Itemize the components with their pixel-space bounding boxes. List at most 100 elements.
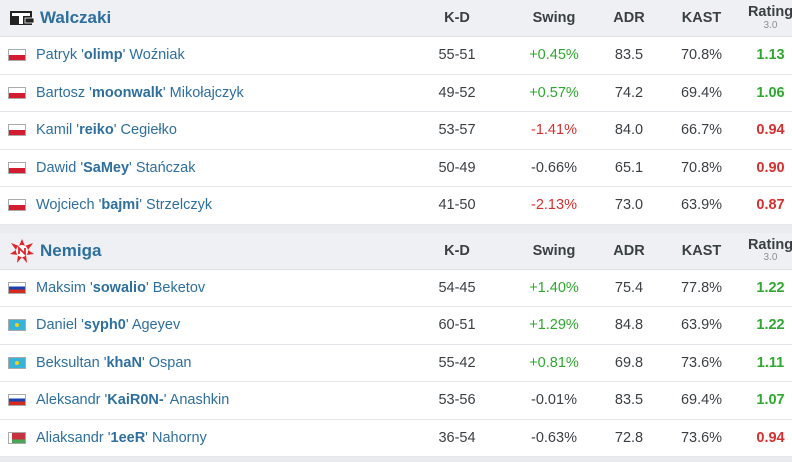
kast-value: 73.6% xyxy=(680,429,723,446)
rating-value: 1.13 xyxy=(756,47,785,64)
player-nickname: khaN xyxy=(106,354,142,371)
kast-value: 77.8% xyxy=(680,279,723,296)
col-kast-header[interactable]: KAST xyxy=(681,10,722,26)
kast-value: 70.8% xyxy=(680,47,723,64)
player-row: Maksim 'sowalio' Beketov 54-45 +1.40% 75… xyxy=(0,270,792,307)
swing-value: +1.29% xyxy=(529,317,579,334)
adr-value: 84.8 xyxy=(614,317,644,334)
swing-value: -0.66% xyxy=(531,159,577,176)
swing-value: -1.41% xyxy=(531,122,577,139)
player-name-link[interactable]: Kamil 'reiko' Cegiełko xyxy=(36,122,177,139)
adr-value: 83.5 xyxy=(614,47,644,64)
adr-value: 83.5 xyxy=(614,392,644,409)
nemiga-logo-icon xyxy=(8,237,36,265)
col-kd-header[interactable]: K-D xyxy=(444,242,470,259)
flag-pl-icon xyxy=(8,49,26,62)
adr-value: 65.1 xyxy=(614,159,644,176)
flag-pl-icon xyxy=(8,124,26,137)
rating-value: 0.87 xyxy=(756,197,785,214)
player-nickname: olimp xyxy=(83,47,123,64)
adr-value: 84.0 xyxy=(614,122,644,139)
kd-value: 53-57 xyxy=(438,122,476,139)
col-kd-header[interactable]: K-D xyxy=(444,10,470,26)
rating-label: Rating xyxy=(747,236,792,253)
player-name-link[interactable]: Aleksandr 'KaiR0N-' Anashkin xyxy=(36,392,230,409)
kd-value: 50-49 xyxy=(438,159,476,176)
kd-value: 60-51 xyxy=(438,317,476,334)
rating-value: 0.94 xyxy=(756,122,785,139)
team-header-row: Nemiga K-D Swing ADR KAST Rating 3.0 xyxy=(0,232,792,270)
kd-value: 55-51 xyxy=(438,47,476,64)
flag-pl-icon xyxy=(8,161,26,174)
swing-value: -2.13% xyxy=(531,197,577,214)
walczaki-logo-icon xyxy=(8,4,36,32)
swing-value: +1.40% xyxy=(529,279,579,296)
player-name-link[interactable]: Maksim 'sowalio' Beketov xyxy=(36,279,206,296)
player-row: Bartosz 'moonwalk' Mikołajczyk 49-52 +0.… xyxy=(0,75,792,112)
kast-value: 63.9% xyxy=(680,197,723,214)
kast-value: 73.6% xyxy=(680,354,723,371)
rating-version: 3.0 xyxy=(763,252,778,264)
rating-value: 0.94 xyxy=(756,429,785,446)
adr-value: 73.0 xyxy=(614,197,644,214)
kast-value: 69.4% xyxy=(680,392,723,409)
flag-pl-icon xyxy=(8,86,26,99)
player-row: Aliaksandr '1eeR' Nahorny 36-54 -0.63% 7… xyxy=(0,420,792,457)
col-adr-header[interactable]: ADR xyxy=(613,242,645,259)
kast-value: 70.8% xyxy=(680,159,723,176)
flag-pl-icon xyxy=(8,199,26,212)
kd-value: 41-50 xyxy=(438,197,476,214)
player-name-link[interactable]: Dawid 'SaMey' Stańczak xyxy=(36,159,196,176)
player-row: Daniel 'syph0' Ageyev 60-51 +1.29% 84.8 … xyxy=(0,307,792,345)
swing-value: +0.45% xyxy=(529,47,579,64)
player-nickname: sowalio xyxy=(92,279,146,296)
rating-value: 1.07 xyxy=(756,392,785,409)
rating-label: Rating xyxy=(747,4,792,21)
player-name-link[interactable]: Beksultan 'khaN' Ospan xyxy=(36,354,192,371)
adr-value: 69.8 xyxy=(614,354,644,371)
swing-value: -0.63% xyxy=(531,429,577,446)
col-kast-header[interactable]: KAST xyxy=(681,242,722,259)
team-table-nemiga: Nemiga K-D Swing ADR KAST Rating 3.0 Mak… xyxy=(0,232,792,457)
kast-value: 69.4% xyxy=(680,84,723,101)
adr-value: 72.8 xyxy=(614,429,644,446)
player-name-link[interactable]: Daniel 'syph0' Ageyev xyxy=(36,317,181,334)
adr-value: 74.2 xyxy=(614,84,644,101)
team-name-link[interactable]: Nemiga xyxy=(40,240,102,260)
player-row: Beksultan 'khaN' Ospan 55-42 +0.81% 69.8… xyxy=(0,345,792,382)
kast-value: 63.9% xyxy=(680,317,723,334)
swing-value: +0.81% xyxy=(529,354,579,371)
rating-value: 1.22 xyxy=(756,317,785,334)
player-rows: Maksim 'sowalio' Beketov 54-45 +1.40% 75… xyxy=(0,270,792,457)
rating-value: 1.06 xyxy=(756,84,785,101)
team-name-link[interactable]: Walczaki xyxy=(40,8,112,27)
rating-value: 1.22 xyxy=(756,279,785,296)
player-row: Kamil 'reiko' Cegiełko 53-57 -1.41% 84.0… xyxy=(0,112,792,150)
player-nickname: KaiR0N- xyxy=(107,392,164,409)
player-name-link[interactable]: Patryk 'olimp' Woźniak xyxy=(36,47,185,64)
kd-value: 36-54 xyxy=(438,429,476,446)
adr-value: 75.4 xyxy=(614,279,644,296)
kd-value: 55-42 xyxy=(438,354,476,371)
col-adr-header[interactable]: ADR xyxy=(613,10,645,26)
col-swing-header[interactable]: Swing xyxy=(532,10,576,26)
player-row: Patryk 'olimp' Woźniak 55-51 +0.45% 83.5… xyxy=(0,37,792,75)
flag-kz-icon xyxy=(8,356,26,369)
kd-value: 54-45 xyxy=(438,279,476,296)
player-row: Wojciech 'bajmi' Strzelczyk 41-50 -2.13%… xyxy=(0,187,792,225)
player-name-link[interactable]: Bartosz 'moonwalk' Mikołajczyk xyxy=(36,84,244,101)
kd-value: 49-52 xyxy=(438,84,476,101)
col-rating-header[interactable]: Rating 3.0 xyxy=(747,4,792,31)
rating-value: 0.90 xyxy=(756,159,785,176)
col-rating-header[interactable]: Rating 3.0 xyxy=(747,236,792,264)
rating-value: 1.11 xyxy=(756,354,785,371)
col-swing-header[interactable]: Swing xyxy=(532,242,576,259)
flag-ru-icon xyxy=(8,281,26,294)
player-nickname: SaMey xyxy=(83,159,130,176)
player-name-link[interactable]: Aliaksandr '1eeR' Nahorny xyxy=(36,429,207,446)
player-name-link[interactable]: Wojciech 'bajmi' Strzelczyk xyxy=(36,197,213,214)
player-nickname: syph0 xyxy=(83,317,126,334)
player-rows: Patryk 'olimp' Woźniak 55-51 +0.45% 83.5… xyxy=(0,37,792,225)
rating-version: 3.0 xyxy=(763,19,778,31)
